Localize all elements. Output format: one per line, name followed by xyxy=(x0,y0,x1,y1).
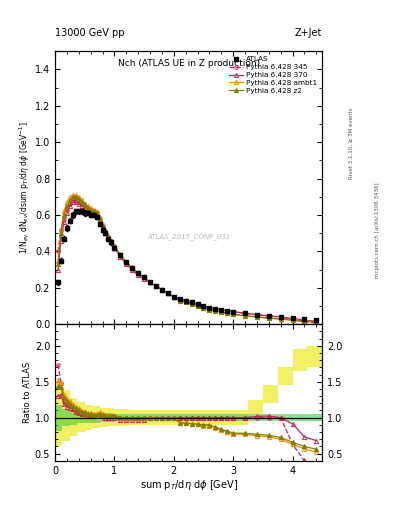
Text: Rivet 3.1.10, ≥ 3M events: Rivet 3.1.10, ≥ 3M events xyxy=(349,108,354,179)
Text: mcplots.cern.ch [arXiv:1306.3436]: mcplots.cern.ch [arXiv:1306.3436] xyxy=(375,183,380,278)
X-axis label: sum p$_T$/d$\eta$ d$\phi$ [GeV]: sum p$_T$/d$\eta$ d$\phi$ [GeV] xyxy=(140,478,238,493)
Legend: ATLAS, Pythia 6.428 345, Pythia 6.428 370, Pythia 6.428 ambt1, Pythia 6.428 z2: ATLAS, Pythia 6.428 345, Pythia 6.428 37… xyxy=(227,55,319,95)
Y-axis label: Ratio to ATLAS: Ratio to ATLAS xyxy=(23,362,32,423)
Text: 13000 GeV pp: 13000 GeV pp xyxy=(55,28,125,38)
Y-axis label: 1/N$_{ev}$ dN$_{ev}$/dsum p$_T$/d$\eta$ d$\phi$ [GeV$^{-1}$]: 1/N$_{ev}$ dN$_{ev}$/dsum p$_T$/d$\eta$ … xyxy=(18,121,32,254)
Text: ATLAS_2015_CONF_031: ATLAS_2015_CONF_031 xyxy=(147,233,230,240)
Text: Z+Jet: Z+Jet xyxy=(295,28,322,38)
Text: Nch (ATLAS UE in Z production): Nch (ATLAS UE in Z production) xyxy=(118,59,260,69)
